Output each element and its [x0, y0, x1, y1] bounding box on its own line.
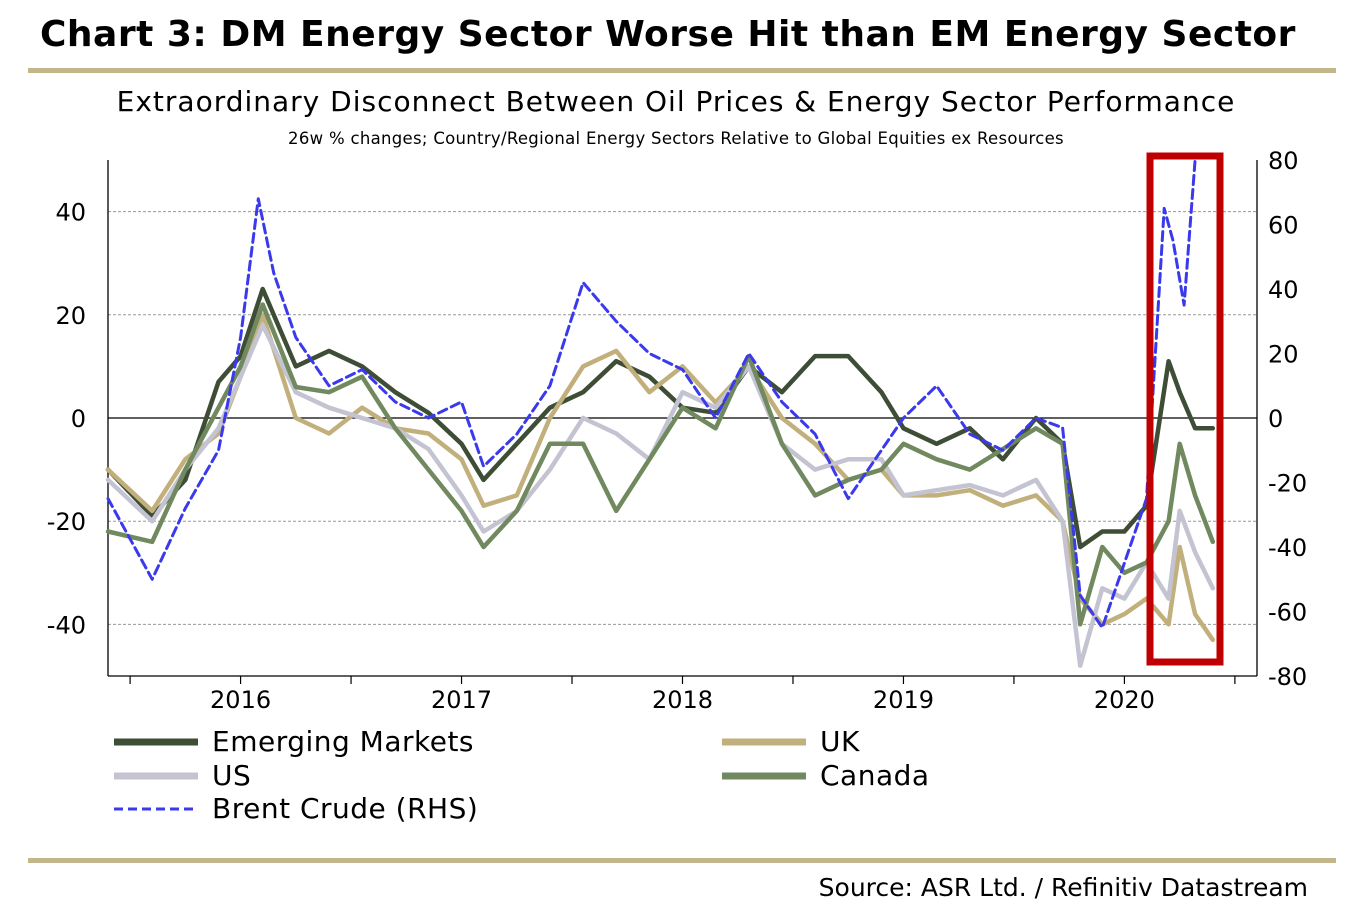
y-right-tick-label: -40	[1268, 534, 1307, 562]
y-left-tick-label: 40	[55, 199, 86, 227]
series-line-2	[105, 322, 1216, 668]
x-tick-label: 2020	[1094, 686, 1155, 714]
y-right-tick-label: -60	[1268, 599, 1307, 627]
y-right-tick-label: 0	[1268, 405, 1283, 433]
series-line-0	[105, 286, 1216, 550]
legend-label-3: Canada	[820, 759, 930, 792]
legend-label-0: Emerging Markets	[212, 725, 474, 758]
chart-note: 26w % changes; Country/Regional Energy S…	[288, 129, 1064, 148]
y-right-tick-label: 80	[1268, 147, 1299, 175]
series-line-1	[105, 312, 1216, 643]
chart-title: Chart 3: DM Energy Sector Worse Hit than…	[40, 14, 1296, 55]
x-tick-label: 2018	[652, 686, 713, 714]
gridlines	[108, 211, 1257, 625]
y-right-tick-label: -20	[1268, 470, 1307, 498]
x-tick-label: 2019	[873, 686, 934, 714]
y-right-tick-label: 60	[1268, 212, 1299, 240]
y-left-tick-label: 0	[71, 405, 86, 433]
y-right-tick-label: 40	[1268, 276, 1299, 304]
legend-label-4: Brent Crude (RHS)	[212, 792, 478, 825]
chart-subtitle: Extraordinary Disconnect Between Oil Pri…	[117, 85, 1236, 118]
legend: Emerging Markets UK US Canada Brent Crude (R…	[114, 725, 930, 825]
y-left-tick-label: -20	[47, 508, 86, 536]
bottom-rule	[28, 858, 1336, 863]
legend-label-1: UK	[820, 725, 860, 758]
y-left-tick-label: -40	[47, 611, 86, 639]
axes: -40 -20 0 20 40 -80 -60 -40 -20 0 20 40 60 80 2016 2017…	[47, 147, 1307, 714]
top-rule	[28, 68, 1336, 73]
highlight-box	[1146, 152, 1224, 666]
x-tick-label: 2016	[210, 686, 271, 714]
x-tick-label: 2017	[431, 686, 492, 714]
y-left-tick-label: 20	[55, 302, 86, 330]
series-line-3	[105, 302, 1216, 627]
y-right-tick-label: -80	[1268, 663, 1307, 691]
legend-label-2: US	[212, 759, 251, 792]
series-lines	[105, 158, 1216, 668]
y-right-tick-label: 20	[1268, 341, 1299, 369]
series-line-4	[106, 158, 1197, 630]
source-note: Source: ASR Ltd. / Refinitiv Datastream	[818, 873, 1308, 902]
